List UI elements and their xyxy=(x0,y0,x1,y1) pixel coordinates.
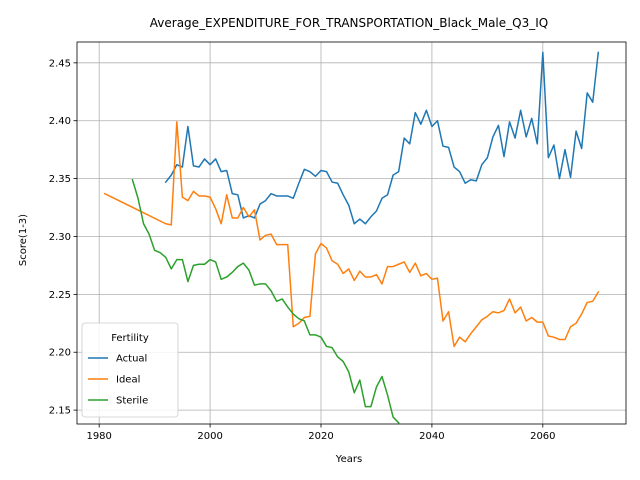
series-line-sterile xyxy=(131,178,400,424)
legend-box xyxy=(81,322,179,418)
x-tick-label: 2020 xyxy=(308,431,333,442)
y-tick-label: 2.30 xyxy=(49,232,71,243)
y-tick-label: 2.40 xyxy=(49,116,71,127)
x-axis-label: Years xyxy=(335,454,362,465)
x-tick-label: 2040 xyxy=(419,431,444,442)
plot-frame xyxy=(76,41,627,425)
legend-title: Fertility xyxy=(111,333,149,344)
legend-label-ideal: Ideal xyxy=(116,375,140,386)
y-axis-label: Score(1-3) xyxy=(18,214,29,266)
legend-label-actual: Actual xyxy=(116,354,147,365)
y-axis: 2.15 2.20 2.25 2.30 2.35 2.40 2.45 xyxy=(49,58,77,417)
series-line-actual xyxy=(164,51,600,225)
series-line-ideal xyxy=(103,121,600,348)
x-axis: 1980 2000 2020 2040 2060 xyxy=(86,424,556,442)
series-lines xyxy=(103,51,600,424)
y-tick-label: 2.20 xyxy=(49,348,71,359)
legend: Fertility Actual Ideal Sterile xyxy=(81,322,179,418)
y-tick-label: 2.45 xyxy=(49,58,71,69)
x-tick-label: 1980 xyxy=(86,431,111,442)
y-tick-label: 2.35 xyxy=(49,174,71,185)
y-tick-label: 2.15 xyxy=(49,406,71,417)
x-tick-label: 2060 xyxy=(530,431,555,442)
x-tick-label: 2000 xyxy=(197,431,222,442)
legend-label-sterile: Sterile xyxy=(116,396,148,407)
y-tick-label: 2.25 xyxy=(49,290,71,301)
legend-entries: Actual Ideal Sterile xyxy=(88,354,148,407)
chart-title: Average_EXPENDITURE_FOR_TRANSPORTATION_B… xyxy=(150,16,548,30)
